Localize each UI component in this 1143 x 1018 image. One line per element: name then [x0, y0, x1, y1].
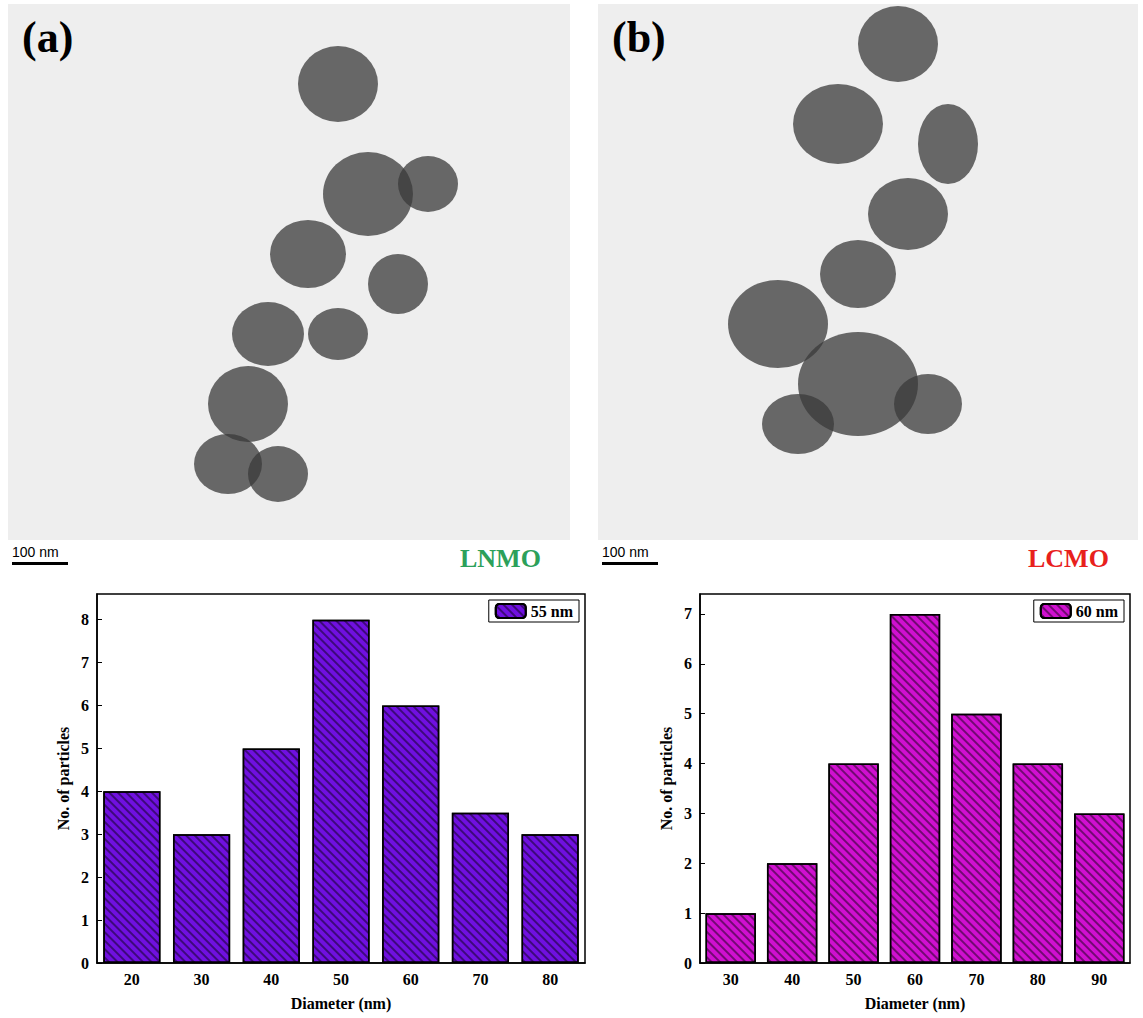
svg-text:No. of particles: No. of particles: [658, 727, 676, 831]
svg-text:7: 7: [684, 605, 692, 622]
html-text:(a): (a): [22, 13, 74, 62]
html-text:100 nm: 100 nm: [602, 544, 649, 560]
svg-text:30: 30: [194, 971, 210, 988]
svg-text:50: 50: [333, 971, 349, 988]
svg-text:No. of particles: No. of particles: [55, 727, 73, 831]
svg-text:3: 3: [81, 826, 89, 843]
svg-text:4: 4: [684, 755, 692, 772]
svg-text:2: 2: [684, 855, 692, 872]
svg-text:40: 40: [784, 971, 800, 988]
svg-text:Diameter (nm): Diameter (nm): [865, 995, 966, 1013]
svg-text:70: 70: [968, 971, 984, 988]
svg-text:80: 80: [1030, 971, 1046, 988]
svg-text:90: 90: [1091, 971, 1107, 988]
svg-text:60 nm: 60 nm: [1076, 603, 1119, 620]
svg-text:0: 0: [684, 955, 692, 972]
svg-text:40: 40: [263, 971, 279, 988]
svg-text:20: 20: [124, 971, 140, 988]
html-text:100 nm: 100 nm: [12, 544, 59, 560]
html-text:LCMO: LCMO: [1028, 544, 1109, 573]
svg-text:8: 8: [81, 611, 89, 628]
svg-text:70: 70: [472, 971, 488, 988]
svg-text:2: 2: [81, 869, 89, 886]
svg-text:30: 30: [723, 971, 739, 988]
svg-text:5: 5: [81, 740, 89, 757]
svg-text:Diameter (nm): Diameter (nm): [291, 995, 392, 1013]
svg-text:60: 60: [403, 971, 419, 988]
svg-text:60: 60: [907, 971, 923, 988]
svg-text:50: 50: [846, 971, 862, 988]
svg-text:80: 80: [542, 971, 558, 988]
svg-text:4: 4: [81, 783, 89, 800]
svg-text:5: 5: [684, 705, 692, 722]
svg-text:3: 3: [684, 805, 692, 822]
svg-text:55 nm: 55 nm: [531, 603, 574, 620]
html-text:(b): (b): [612, 13, 666, 62]
svg-text:6: 6: [81, 697, 89, 714]
svg-text:1: 1: [81, 912, 89, 929]
svg-text:7: 7: [81, 654, 89, 671]
svg-text:1: 1: [684, 905, 692, 922]
svg-text:0: 0: [81, 955, 89, 972]
svg-text:6: 6: [684, 655, 692, 672]
html-text:LNMO: LNMO: [460, 544, 541, 573]
